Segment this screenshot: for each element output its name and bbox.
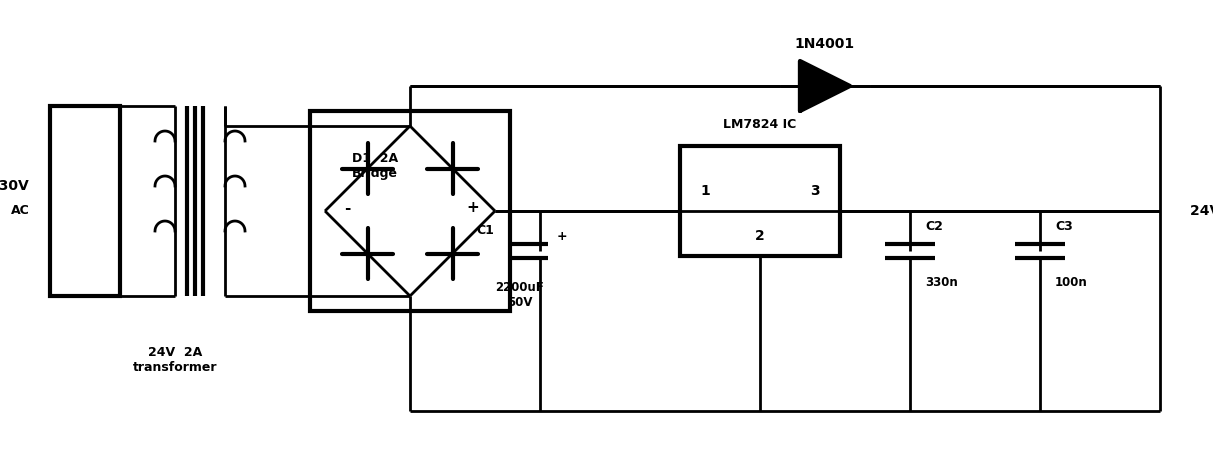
Text: 2200uF
50V: 2200uF 50V xyxy=(496,281,545,309)
Text: C2: C2 xyxy=(926,219,943,232)
Text: 1N4001: 1N4001 xyxy=(795,37,855,51)
Text: C1: C1 xyxy=(475,225,494,238)
Text: 1: 1 xyxy=(700,184,710,198)
Bar xyxy=(680,146,839,256)
Polygon shape xyxy=(801,61,850,111)
Text: +: + xyxy=(467,200,479,216)
Text: 330n: 330n xyxy=(926,276,958,289)
Text: D1  2A
Bridge: D1 2A Bridge xyxy=(352,152,398,180)
Text: LM7824 IC: LM7824 IC xyxy=(723,118,797,131)
Text: 230V: 230V xyxy=(0,179,30,193)
Bar xyxy=(50,106,120,296)
Text: +: + xyxy=(557,229,568,242)
Text: C3: C3 xyxy=(1055,219,1072,232)
Text: 24V DC: 24V DC xyxy=(1190,204,1213,218)
Text: -: - xyxy=(343,200,351,216)
Bar xyxy=(311,111,509,311)
Text: 100n: 100n xyxy=(1055,276,1088,289)
Text: 2: 2 xyxy=(756,229,765,243)
Text: AC: AC xyxy=(11,205,30,218)
Text: 3: 3 xyxy=(810,184,820,198)
Text: 24V  2A
transformer: 24V 2A transformer xyxy=(132,346,217,374)
